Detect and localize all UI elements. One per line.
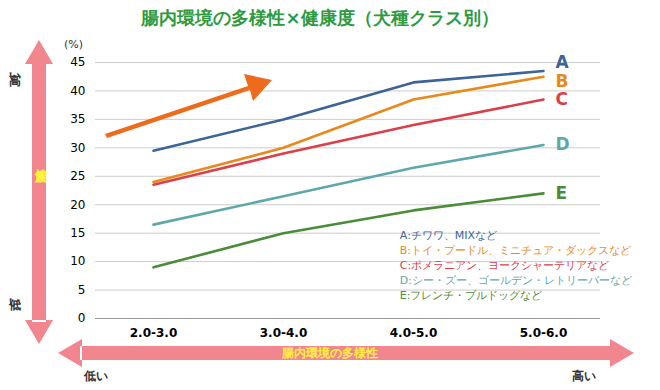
svg-text:30: 30 — [70, 141, 85, 155]
svg-text:4.0-5.0: 4.0-5.0 — [390, 326, 438, 340]
html-text:D:シー・ズー、ゴールデン・レトリーバーなど: D:シー・ズー、ゴールデン・レトリーバーなど — [399, 274, 632, 287]
svg-text:2.0-3.0: 2.0-3.0 — [130, 326, 178, 340]
html-text:E:フレンチ・ブルドッグなど: E:フレンチ・ブルドッグなど — [399, 289, 543, 302]
svg-text:45: 45 — [70, 55, 85, 69]
svg-text:20: 20 — [70, 198, 85, 212]
svg-text:0: 0 — [78, 311, 86, 325]
svg-text:3.0-4.0: 3.0-4.0 — [260, 326, 308, 340]
svg-text:40: 40 — [70, 84, 85, 98]
html-text:腸内環境の多様性×健康度（犬種クラス別）: 腸内環境の多様性×健康度（犬種クラス別） — [141, 7, 499, 28]
html-text:高い: 高い — [572, 369, 596, 383]
svg-text:35: 35 — [70, 112, 85, 126]
html-text:C:ポメラニアン、ヨークシャーテリアなど: C:ポメラニアン、ヨークシャーテリアなど — [399, 259, 610, 272]
svg-text:5.0-6.0: 5.0-6.0 — [520, 326, 568, 340]
html-text:A:チワワ、MIXなど: A:チワワ、MIXなど — [399, 229, 498, 242]
svg-text:25: 25 — [70, 169, 85, 183]
svg-text:D: D — [556, 134, 570, 154]
html-text:低い: 低い — [84, 369, 108, 383]
html-text:腸内環境の多様性: 腸内環境の多様性 — [282, 346, 378, 360]
svg-text:B: B — [555, 71, 569, 92]
svg-text:10: 10 — [70, 254, 85, 268]
html-text:B:トイ・プードル、ミニチュア・ダックスなど: B:トイ・プードル、ミニチュア・ダックスなど — [399, 244, 632, 257]
svg-text:A: A — [556, 52, 570, 72]
html-text:低い: 低い — [8, 290, 22, 304]
svg-text:C: C — [556, 89, 568, 109]
svg-text:5: 5 — [78, 283, 86, 297]
html-text:高い: 高い — [8, 64, 22, 78]
svg-text:15: 15 — [70, 226, 85, 240]
svg-text:E: E — [556, 183, 568, 203]
